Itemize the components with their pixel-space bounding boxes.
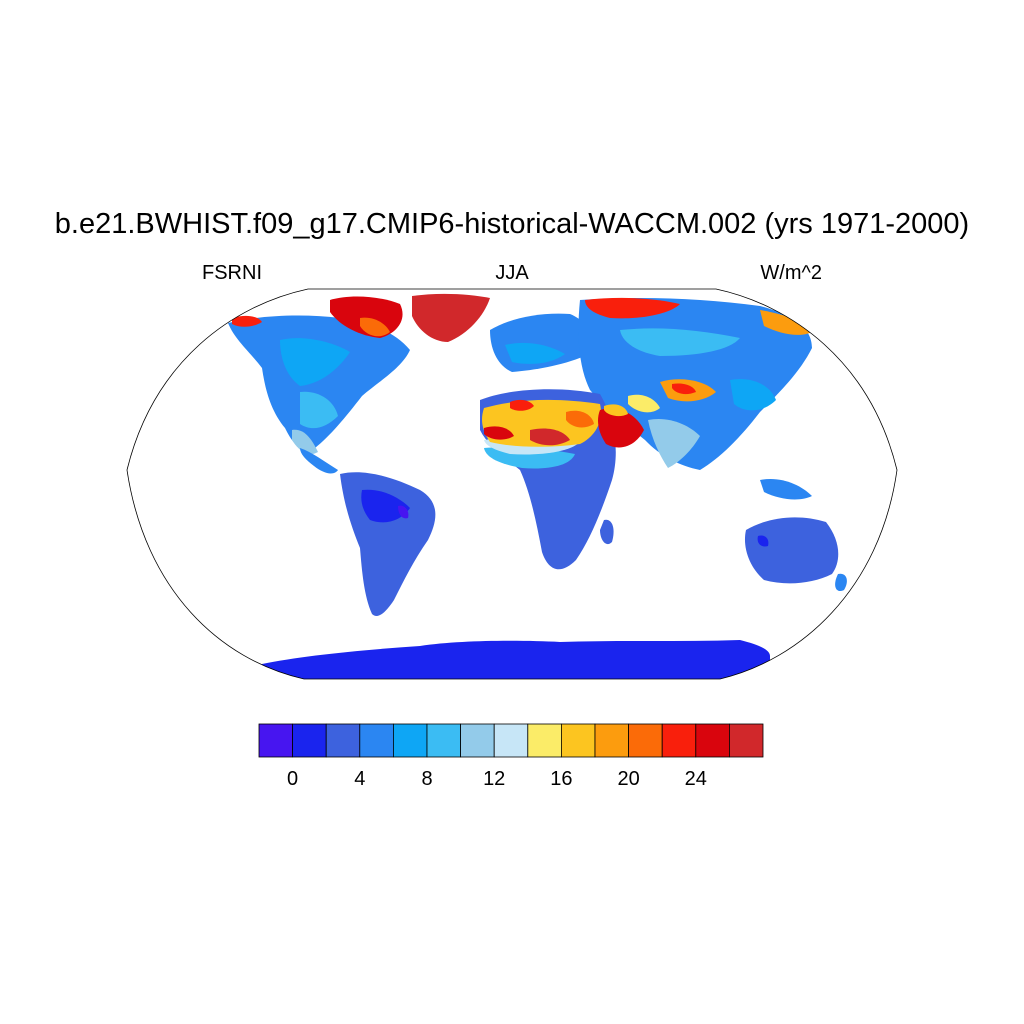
- greenland: [412, 293, 490, 342]
- colorbar-tick-label: 4: [354, 768, 365, 790]
- central-america: [300, 448, 338, 474]
- colorbar-box: [695, 723, 730, 758]
- colorbar-tick-label: 8: [421, 768, 432, 790]
- colorbar-box: [729, 723, 764, 758]
- colorbar-box: [527, 723, 562, 758]
- colorbar-tick-label: 12: [483, 768, 505, 790]
- season-label: JJA: [495, 262, 529, 284]
- colorbar-tick-label: 0: [287, 768, 298, 790]
- plot-title: b.e21.BWHIST.f09_g17.CMIP6-historical-WA…: [54, 208, 970, 240]
- colorbar-box: [258, 723, 293, 758]
- colorbar-box: [325, 723, 361, 758]
- colorbar-tick-label: 16: [550, 768, 572, 790]
- antarctica: [262, 640, 770, 679]
- colorbar-box: [561, 723, 596, 758]
- colorbar-box: [460, 723, 495, 758]
- colorbar-box: [426, 723, 461, 758]
- colorbar-box: [628, 723, 663, 758]
- colorbar-box: [359, 723, 394, 758]
- india: [648, 418, 700, 468]
- arabian-peninsula: [598, 408, 644, 448]
- colorbar-box: [493, 723, 529, 758]
- colorbar-box: [392, 723, 428, 758]
- colorbar-tick-label: 24: [685, 768, 707, 790]
- map-outline: [126, 288, 898, 680]
- map-fields: [228, 293, 847, 679]
- north-america: [228, 315, 410, 450]
- units-label: W/m^2: [760, 262, 822, 284]
- variable-label: FSRNI: [202, 262, 262, 284]
- colorbar-box: [292, 723, 327, 758]
- colorbar-box: [594, 723, 629, 758]
- east-asia: [730, 378, 776, 411]
- australia: [744, 517, 839, 584]
- siberian-arctic: [585, 297, 680, 319]
- colorbar-box: [661, 723, 697, 758]
- colorbar-tick-label: 20: [617, 768, 639, 790]
